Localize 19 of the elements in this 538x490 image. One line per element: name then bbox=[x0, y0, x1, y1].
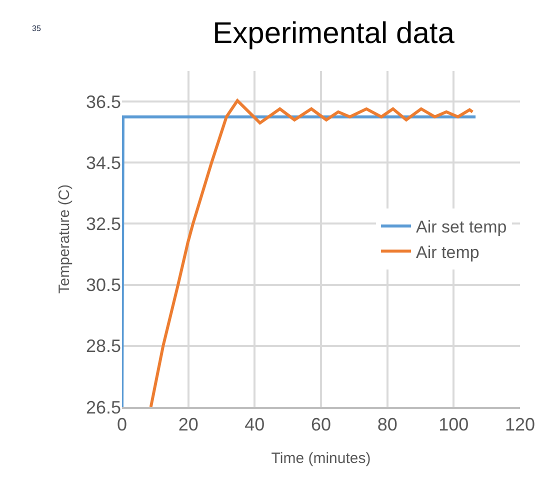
y-tick-label: 26.5 bbox=[86, 397, 121, 418]
x-tick-label: 60 bbox=[310, 414, 332, 435]
chart-title: Experimental data bbox=[212, 17, 455, 50]
legend-label: Air temp bbox=[416, 242, 480, 262]
x-axis-title: Time (minutes) bbox=[271, 450, 371, 467]
y-tick-label: 28.5 bbox=[86, 336, 121, 356]
y-tick-label: 34.5 bbox=[86, 152, 121, 173]
x-tick-label: 80 bbox=[377, 414, 398, 435]
y-tick-label: 32.5 bbox=[86, 214, 121, 234]
x-tick-label: 120 bbox=[504, 414, 536, 435]
x-tick-label: 20 bbox=[178, 414, 198, 435]
text: 35 bbox=[32, 24, 42, 33]
legend-label: Air set temp bbox=[416, 218, 507, 237]
x-tick-label: 100 bbox=[438, 414, 469, 435]
y-tick-label: 36.5 bbox=[86, 92, 121, 112]
y-tick-label: 30.5 bbox=[86, 275, 121, 296]
y-axis-title: Temperature (C) bbox=[56, 184, 74, 294]
x-tick-label: 40 bbox=[244, 414, 265, 435]
x-tick-label: 0 bbox=[116, 414, 128, 435]
